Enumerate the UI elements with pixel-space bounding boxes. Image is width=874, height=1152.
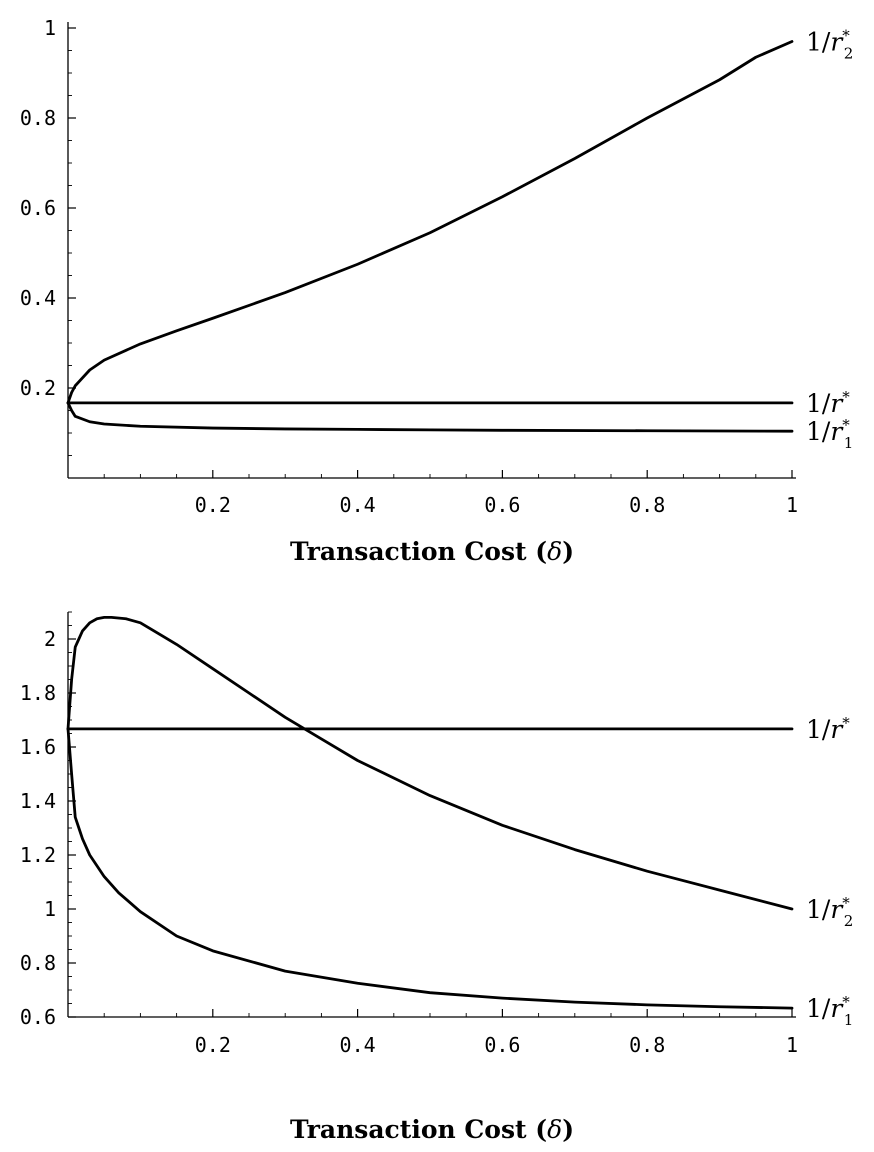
top-chart-y-tick-label: 0.2 xyxy=(20,376,56,400)
bottom-chart-y-tick-label: 0.8 xyxy=(20,951,56,975)
bottom-chart-series-r-star-1 xyxy=(66,727,794,1010)
top-chart-x-tick-label: 1 xyxy=(786,493,798,517)
top-chart-x-tick-label: 0.4 xyxy=(340,493,376,517)
bottom-chart-x-tick-label: 0.6 xyxy=(484,1033,520,1057)
top-chart-series-label-r-star: 1/r* xyxy=(806,388,850,418)
bottom-chart-series-label-r-star: 1/r* xyxy=(806,714,850,744)
bottom-chart-y-tick-label: 1.8 xyxy=(20,681,56,705)
top-chart-series-r-star-1 xyxy=(66,401,794,433)
bottom-chart-series-r-star-2 xyxy=(66,616,794,911)
bottom-chart-x-tick-label: 0.4 xyxy=(340,1033,376,1057)
top-chart-series-label-r-star-2: 1/r* 2 xyxy=(806,27,853,63)
top-chart-series-r-star-2 xyxy=(66,40,794,405)
bottom-chart-y-tick-label: 1.6 xyxy=(20,735,56,759)
bottom-chart-plot-area: 0.2 0.4 0.6 0.8 1 0.6 0.8 1 1.2 1.4 1.6 1.8 2 1/r* 1/r… xyxy=(20,611,853,1057)
bottom-chart-series-label-r-star-1: 1/r* 1 xyxy=(806,993,853,1029)
top-chart-x-tick-label: 0.8 xyxy=(629,493,665,517)
top-chart-plot-area: 0.2 0.4 0.6 0.8 1 0.2 0.4 0.6 0.8 1 1/r* 2 1/r*1/r* 1 xyxy=(20,16,853,517)
top-chart: 0.2 0.4 0.6 0.8 1 0.2 0.4 0.6 0.8 1 1/r* 2 1/r*1/r* 1… xyxy=(20,16,853,566)
bottom-chart-y-tick-label: 1.4 xyxy=(20,789,56,813)
top-chart-y-tick-label: 0.8 xyxy=(20,106,56,130)
bottom-chart-x-tick-label: 1 xyxy=(786,1033,798,1057)
top-chart-series-label-r-star-1: 1/r* 1 xyxy=(806,416,853,452)
bottom-chart-x-tick-label: 0.8 xyxy=(629,1033,665,1057)
bottom-chart: 0.2 0.4 0.6 0.8 1 0.6 0.8 1 1.2 1.4 1.6 1.8 2 1/r* 1/r… xyxy=(20,611,853,1144)
top-chart-y-tick-label: 0.4 xyxy=(20,286,56,310)
bottom-chart-x-axis-label: Transaction Cost (δ) xyxy=(290,1115,574,1144)
top-chart-y-tick-label: 0.6 xyxy=(20,196,56,220)
bottom-chart-x-tick-label: 0.2 xyxy=(195,1033,231,1057)
bottom-chart-y-tick-label: 1.2 xyxy=(20,843,56,867)
top-chart-x-axis-label: Transaction Cost (δ) xyxy=(290,537,574,566)
top-chart-y-tick-label: 1 xyxy=(44,16,56,40)
top-chart-x-tick-label: 0.6 xyxy=(484,493,520,517)
bottom-chart-y-tick-label: 1 xyxy=(44,897,56,921)
bottom-chart-y-tick-label: 2 xyxy=(44,627,56,651)
bottom-chart-series-label-r-star-2: 1/r* 2 xyxy=(806,894,853,930)
bottom-chart-y-tick-label: 0.6 xyxy=(20,1005,56,1029)
top-chart-x-tick-label: 0.2 xyxy=(195,493,231,517)
